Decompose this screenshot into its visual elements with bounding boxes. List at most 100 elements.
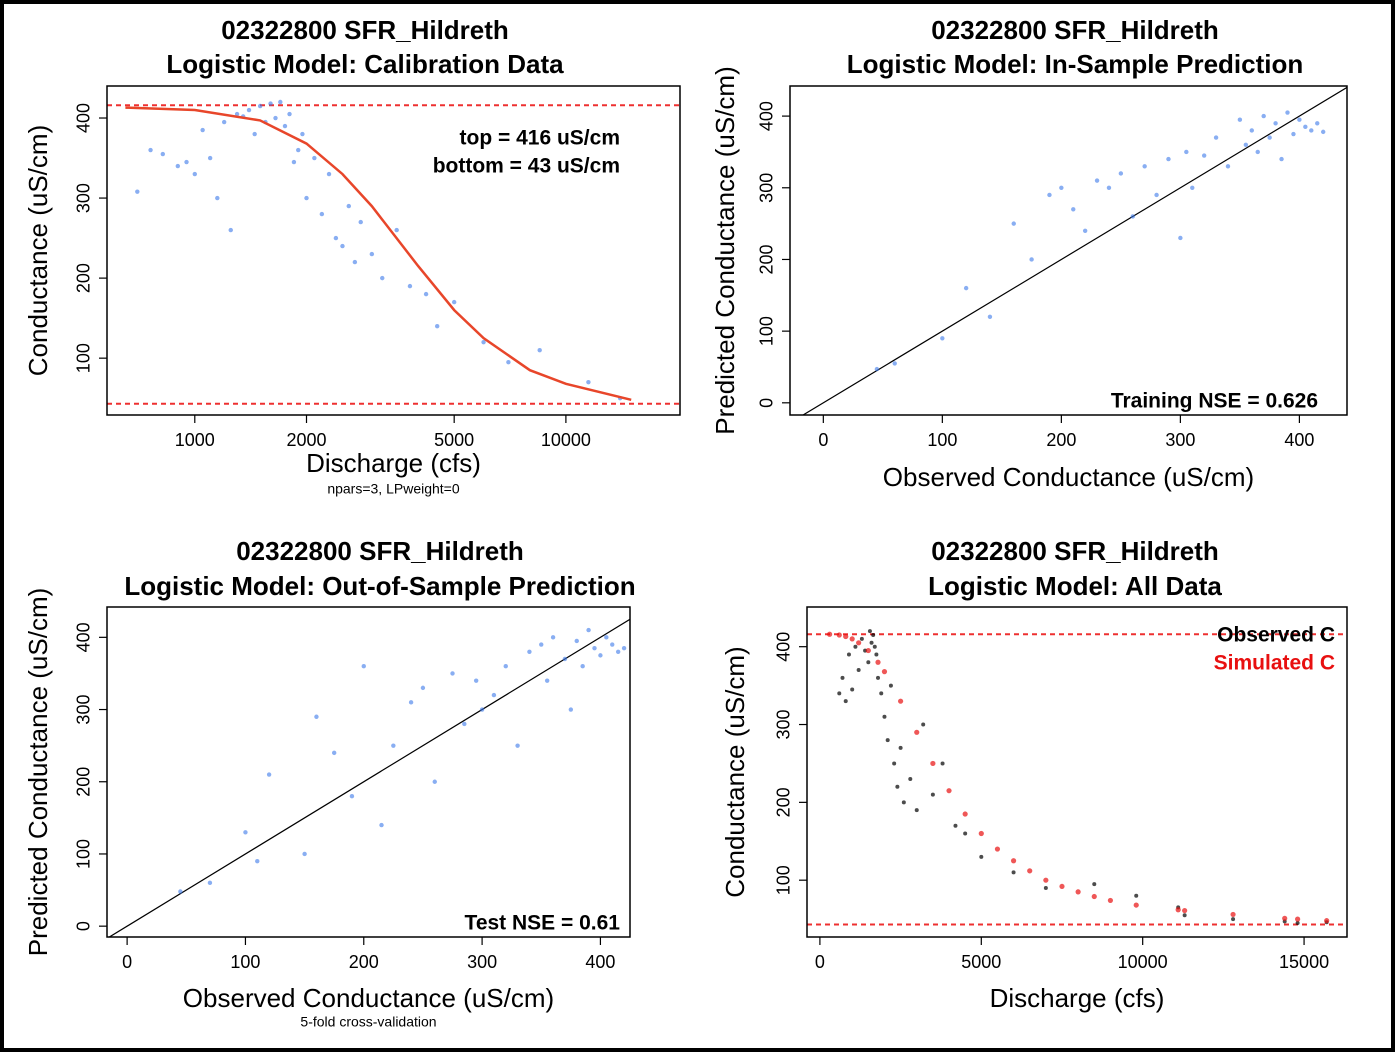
point (568, 707, 574, 712)
point (394, 227, 399, 233)
point (849, 636, 855, 642)
point (869, 640, 874, 645)
point (921, 722, 926, 727)
point (1213, 135, 1219, 140)
x-tick-label: 0 (815, 952, 825, 972)
point (1010, 858, 1017, 864)
annotation: Test NSE = 0.61 (465, 912, 621, 935)
point (1295, 920, 1300, 925)
point (1297, 117, 1302, 122)
x-tick-label: 100 (230, 952, 260, 972)
point (537, 347, 542, 353)
point (978, 830, 984, 837)
x-tick-label: 300 (467, 952, 497, 972)
point (1059, 883, 1065, 890)
point (319, 211, 325, 217)
point (1118, 171, 1124, 176)
x-tick-label: 1000 (175, 430, 215, 450)
point (888, 683, 893, 688)
chart-title: Logistic Model: Out-of-Sample Prediction (124, 571, 635, 601)
point (850, 687, 855, 692)
point (503, 664, 508, 669)
point (1201, 153, 1207, 158)
point (527, 649, 532, 654)
point (215, 195, 220, 201)
point (1059, 185, 1064, 190)
chart-title: Logistic Model: All Data (928, 571, 1222, 601)
point (1295, 916, 1301, 922)
point (856, 640, 862, 646)
point (1225, 164, 1231, 169)
point (872, 644, 877, 649)
point (1043, 877, 1049, 883)
point (266, 772, 272, 777)
point (423, 291, 429, 297)
point (1043, 885, 1048, 890)
point (1324, 918, 1330, 924)
point (296, 147, 301, 153)
point (369, 251, 375, 257)
annotation: Training NSE = 0.626 (1111, 390, 1318, 413)
point (184, 159, 189, 165)
point (304, 195, 309, 201)
point (255, 858, 260, 864)
x-axis-label: Observed Conductance (uS/cm) (183, 983, 554, 1013)
point (1175, 907, 1181, 913)
point (246, 107, 252, 113)
chart-title: 02322800 SFR_Hildreth (931, 536, 1219, 566)
plot-area (108, 618, 630, 937)
point (1107, 897, 1114, 904)
x-tick-label: 0 (818, 430, 828, 450)
point (871, 633, 876, 638)
point (340, 243, 345, 249)
point (874, 366, 880, 372)
point (1075, 889, 1081, 895)
y-tick-label: 200 (757, 244, 777, 274)
y-tick-label: 400 (774, 632, 794, 662)
point (358, 219, 363, 225)
point (539, 642, 544, 647)
point (898, 745, 903, 750)
point (243, 830, 248, 835)
point (300, 131, 305, 137)
point (562, 656, 568, 662)
annotation: bottom = 43 uS/cm (433, 155, 620, 178)
point (846, 652, 851, 657)
point (856, 668, 861, 673)
point (1279, 156, 1284, 162)
plot-box (106, 85, 681, 416)
point (840, 675, 845, 680)
chart-title: 02322800 SFR_Hildreth (236, 536, 524, 566)
point (836, 632, 842, 638)
chart-title: Logistic Model: Calibration Data (166, 49, 564, 79)
point (434, 323, 440, 329)
point (135, 189, 140, 194)
point (843, 633, 849, 640)
point (432, 779, 437, 784)
point (450, 671, 455, 676)
point (1178, 235, 1183, 241)
point (550, 635, 556, 640)
x-axis-label: Discharge (cfs) (306, 448, 481, 478)
point (962, 811, 968, 817)
point (1267, 135, 1272, 140)
point (333, 235, 339, 241)
x-tick-label: 100 (927, 430, 957, 450)
point (407, 283, 413, 289)
point (1182, 907, 1188, 914)
point (876, 675, 881, 680)
point (1182, 913, 1187, 918)
point (312, 155, 317, 161)
point (994, 846, 1001, 852)
point (1320, 129, 1326, 135)
point (604, 635, 609, 640)
point (940, 761, 945, 766)
point (1106, 185, 1112, 190)
point (160, 151, 166, 157)
point (361, 664, 366, 669)
point (1237, 117, 1243, 122)
point (574, 638, 579, 644)
point (914, 808, 919, 813)
point (1091, 893, 1097, 900)
